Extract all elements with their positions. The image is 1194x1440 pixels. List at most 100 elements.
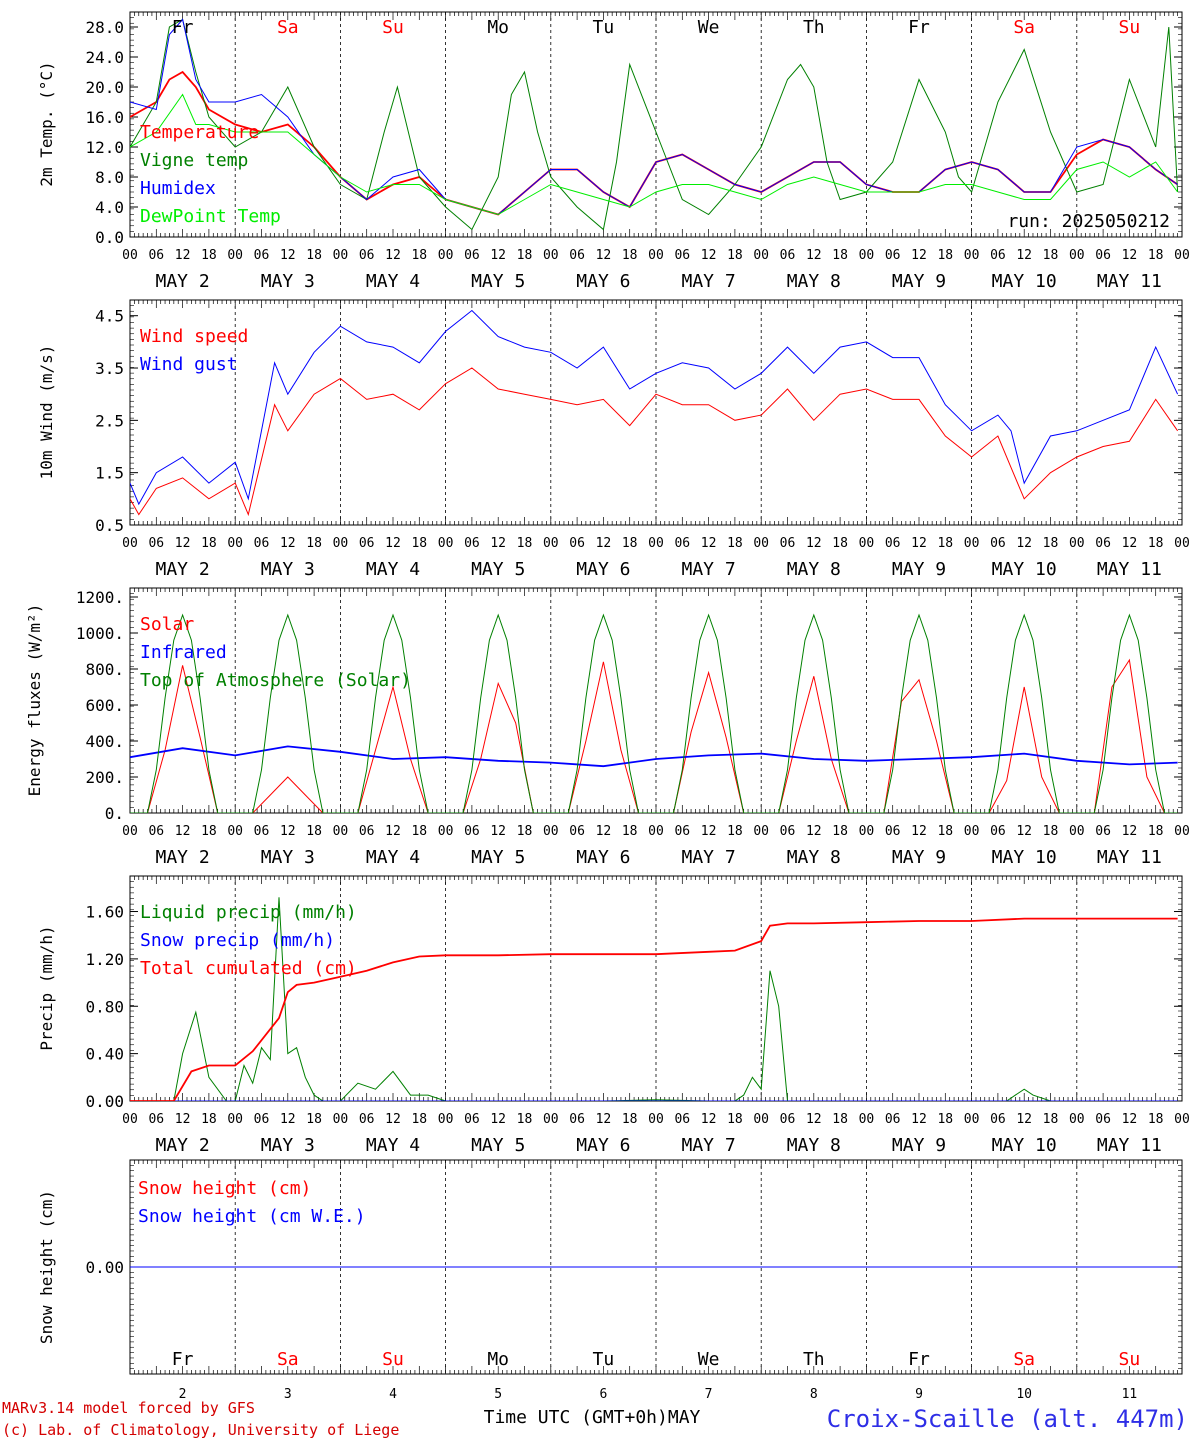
day-number-label: 3 bbox=[284, 1387, 292, 1402]
hour-label: 12 bbox=[490, 248, 506, 263]
panel-frame bbox=[129, 299, 1183, 526]
hour-label: 12 bbox=[385, 248, 401, 263]
hour-label: 18 bbox=[1043, 248, 1059, 263]
x-axis-title: Time UTC (GMT+0h)MAY bbox=[484, 1407, 701, 1428]
y-tick-label: 3.5 bbox=[95, 359, 124, 378]
y-tick-label: 20.0 bbox=[85, 78, 124, 97]
hour-label: 06 bbox=[780, 248, 796, 263]
date-label: MAY 5 bbox=[471, 271, 525, 292]
hour-label: 18 bbox=[832, 824, 848, 839]
y-tick-label: 4.5 bbox=[95, 307, 124, 326]
y-tick-label: 0.00 bbox=[85, 1092, 124, 1111]
hour-label: 06 bbox=[254, 824, 270, 839]
hour-label: 06 bbox=[569, 824, 585, 839]
date-label: MAY 5 bbox=[471, 847, 525, 868]
hour-label: 18 bbox=[1043, 536, 1059, 551]
hour-label: 18 bbox=[622, 248, 638, 263]
hour-label: 18 bbox=[622, 824, 638, 839]
date-label: MAY 6 bbox=[576, 847, 630, 868]
hour-label: 00 bbox=[227, 536, 243, 551]
day-of-week-label: Su bbox=[382, 17, 404, 38]
hour-label: 18 bbox=[306, 1112, 322, 1127]
date-label: MAY 2 bbox=[156, 559, 210, 580]
hour-label: 00 bbox=[753, 248, 769, 263]
hour-label: 00 bbox=[1069, 248, 1085, 263]
legend-item: Snow height (cm W.E.) bbox=[138, 1206, 366, 1227]
hour-label: 18 bbox=[1148, 1112, 1164, 1127]
day-of-week-label: Su bbox=[382, 1349, 404, 1370]
hour-label: 12 bbox=[596, 248, 612, 263]
day-of-week-label: Sa bbox=[277, 1349, 299, 1370]
hour-label: 12 bbox=[596, 536, 612, 551]
hour-label: 12 bbox=[911, 248, 927, 263]
hour-label: 06 bbox=[674, 536, 690, 551]
date-label: MAY 7 bbox=[682, 847, 736, 868]
hour-label: 00 bbox=[753, 1112, 769, 1127]
date-label: MAY 9 bbox=[892, 847, 946, 868]
hour-label: 06 bbox=[1095, 1112, 1111, 1127]
hour-label: 12 bbox=[701, 248, 717, 263]
y-tick-label: 0.5 bbox=[95, 516, 124, 535]
y-tick-label: 24.0 bbox=[85, 48, 124, 67]
legend-item: Top of Atmosphere (Solar) bbox=[140, 670, 411, 691]
day-number-label: 4 bbox=[389, 1387, 397, 1402]
hour-label: 18 bbox=[201, 1112, 217, 1127]
hour-label: 12 bbox=[1016, 536, 1032, 551]
hour-label: 18 bbox=[201, 824, 217, 839]
hour-label: 18 bbox=[411, 536, 427, 551]
y-tick-label: 400. bbox=[85, 732, 124, 751]
hour-label: 18 bbox=[411, 1112, 427, 1127]
hour-label: 00 bbox=[648, 536, 664, 551]
day-of-week-label: Fr bbox=[908, 1349, 930, 1370]
hour-label: 00 bbox=[543, 536, 559, 551]
hour-label: 06 bbox=[464, 824, 480, 839]
hour-label: 12 bbox=[1016, 824, 1032, 839]
date-label: MAY 11 bbox=[1097, 847, 1162, 868]
hour-label: 00 bbox=[1174, 1112, 1190, 1127]
day-of-week-label: Sa bbox=[277, 17, 299, 38]
y-tick-label: 1.20 bbox=[85, 950, 124, 969]
hour-label: 18 bbox=[306, 248, 322, 263]
hour-label: 00 bbox=[859, 1112, 875, 1127]
hour-label: 00 bbox=[964, 536, 980, 551]
hour-label: 06 bbox=[885, 1112, 901, 1127]
legend-item: Snow height (cm) bbox=[138, 1178, 311, 1199]
day-of-week-label: Su bbox=[1119, 1349, 1141, 1370]
hour-label: 12 bbox=[911, 1112, 927, 1127]
series-line-total-cumulated-cm- bbox=[130, 917, 1178, 1101]
hour-label: 00 bbox=[227, 248, 243, 263]
hour-label: 00 bbox=[1174, 824, 1190, 839]
hour-label: 06 bbox=[990, 248, 1006, 263]
date-label: MAY 8 bbox=[787, 847, 841, 868]
hour-label: 18 bbox=[411, 248, 427, 263]
legend-item: DewPoint Temp bbox=[140, 206, 281, 227]
hour-label: 06 bbox=[885, 248, 901, 263]
hour-label: 18 bbox=[1148, 824, 1164, 839]
hour-label: 12 bbox=[385, 536, 401, 551]
hour-label: 00 bbox=[333, 824, 349, 839]
hour-label: 18 bbox=[517, 248, 533, 263]
legend-item: Wind gust bbox=[140, 354, 238, 375]
day-number-label: 2 bbox=[179, 1387, 187, 1402]
hour-label: 06 bbox=[780, 1112, 796, 1127]
hour-label: 00 bbox=[333, 248, 349, 263]
hour-label: 06 bbox=[359, 536, 375, 551]
day-of-week-label: Sa bbox=[1013, 17, 1035, 38]
hour-label: 00 bbox=[543, 824, 559, 839]
hour-label: 12 bbox=[175, 824, 191, 839]
hour-label: 06 bbox=[464, 536, 480, 551]
hour-label: 06 bbox=[780, 536, 796, 551]
hour-label: 00 bbox=[1069, 1112, 1085, 1127]
date-label: MAY 10 bbox=[992, 1135, 1057, 1156]
hour-label: 06 bbox=[1095, 824, 1111, 839]
date-label: MAY 10 bbox=[992, 271, 1057, 292]
hour-label: 18 bbox=[937, 248, 953, 263]
date-label: MAY 6 bbox=[576, 1135, 630, 1156]
hour-label: 18 bbox=[727, 248, 743, 263]
day-of-week-label: Fr bbox=[172, 17, 194, 38]
hour-label: 18 bbox=[1043, 1112, 1059, 1127]
hour-label: 12 bbox=[806, 824, 822, 839]
y-tick-label: 1200. bbox=[76, 588, 124, 607]
hour-label: 18 bbox=[937, 1112, 953, 1127]
hour-label: 06 bbox=[148, 536, 164, 551]
